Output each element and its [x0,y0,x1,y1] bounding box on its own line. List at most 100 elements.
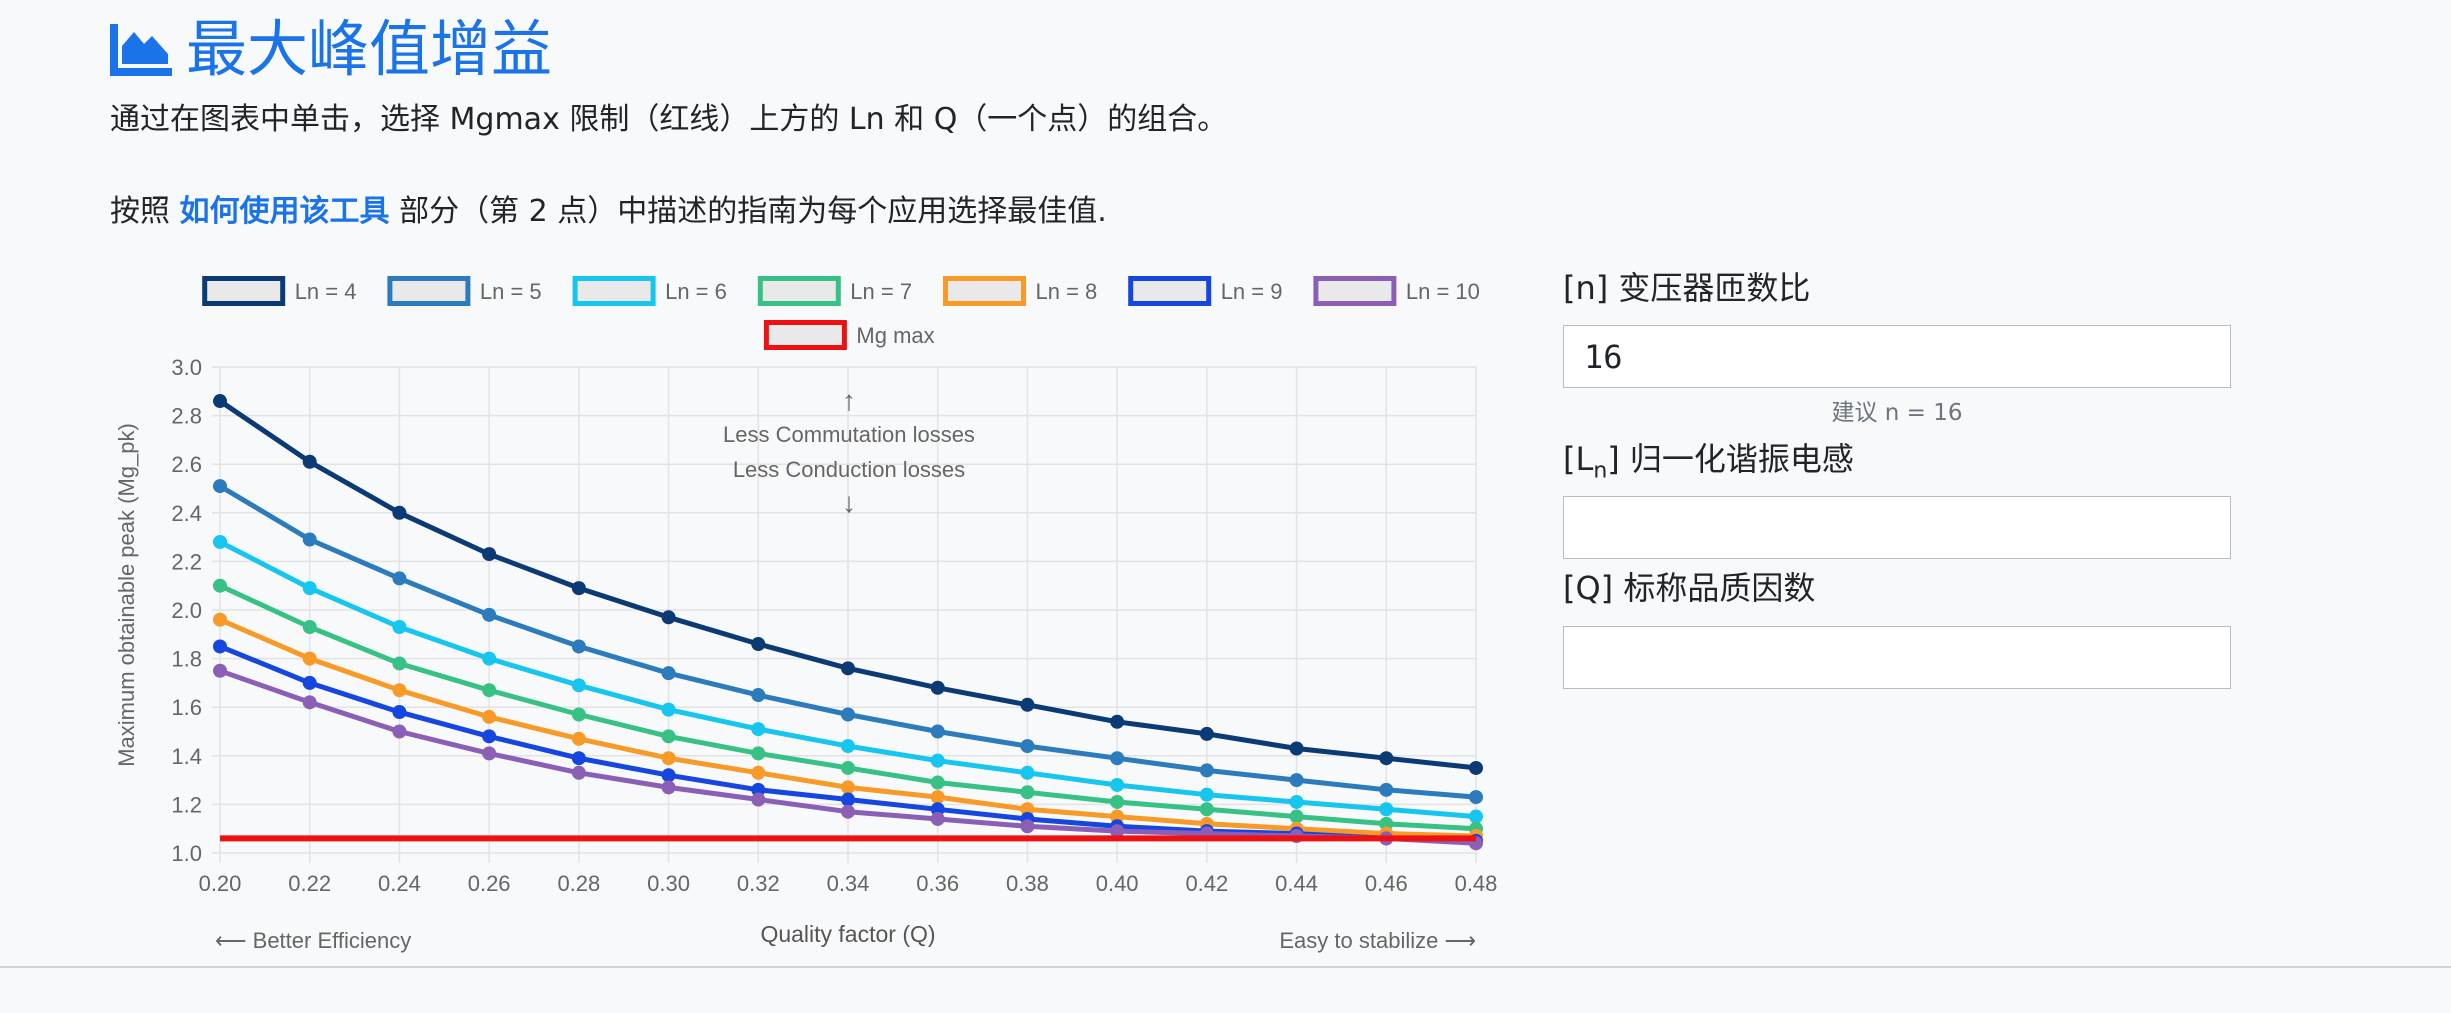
y-tick-label: 2.2 [171,549,202,574]
data-point [213,578,227,593]
data-point [1199,763,1214,778]
legend-label: Ln = 5 [480,279,542,304]
x-tick-label: 0.30 [647,871,690,896]
turns-ratio-label: [n] 变压器匝数比 [1563,269,1811,307]
data-point [482,651,497,666]
data-point [1289,809,1304,824]
legend-swatch [202,276,286,306]
legend-label: Ln = 9 [1221,279,1283,304]
data-point [482,729,497,744]
legend-item: Ln = 10 [1313,276,1480,306]
data-point [661,610,676,625]
x-tick-label: 0.24 [378,871,421,896]
y-axis-label: Maximum obtainable peak (Mg_pk) [114,423,139,767]
data-point [661,729,676,744]
legend-item: Ln = 6 [572,276,727,306]
y-tick-label: 1.0 [171,841,202,866]
x-tick-label: 0.26 [468,871,511,896]
data-point [482,547,497,562]
y-tick-label: 1.8 [171,647,202,672]
data-point [1020,785,1035,800]
data-point [751,722,766,737]
legend-label: Ln = 8 [1036,279,1098,304]
data-point [571,731,586,746]
data-point [930,802,945,817]
x-tick-label: 0.46 [1365,871,1408,896]
data-point [1020,739,1035,754]
data-point [1289,773,1304,788]
legend-item: Ln = 9 [1128,276,1283,306]
x-tick-label: 0.22 [288,871,331,896]
legend-item: Mg max [763,320,935,350]
data-point [1110,809,1125,824]
guide-prefix: 按照 [110,194,180,229]
data-point [661,751,676,766]
data-point [1110,714,1125,729]
data-point [213,612,227,627]
data-point [213,534,227,549]
data-point [302,620,317,635]
how-to-use-link[interactable]: 如何使用该工具 [179,194,390,229]
data-point [1289,741,1304,756]
data-point [1110,794,1125,809]
data-point [1199,787,1214,802]
area-chart-icon [110,24,172,76]
inductance-label: [Ln] 归一化谐振电感 [1563,437,1854,493]
data-point [482,709,497,724]
legend-swatch [1313,276,1397,306]
data-point [392,505,407,520]
legend-item: Ln = 4 [202,276,356,306]
legend-swatch [572,276,656,306]
data-point [392,571,407,586]
data-point [751,746,766,761]
data-point [1469,760,1483,775]
data-point [1110,751,1125,766]
data-point [930,724,945,739]
data-point [213,639,227,654]
data-point [1110,777,1125,792]
data-point [302,581,317,596]
x-tick-label: 0.38 [1006,871,1049,896]
data-point [392,656,407,671]
data-point [1199,802,1214,817]
page-title: 最大峰值增益 [110,8,552,92]
data-point [841,780,855,795]
data-point [661,702,676,717]
data-point [930,790,945,805]
data-point [841,707,855,722]
data-point [571,751,586,766]
legend-swatch [387,276,471,306]
data-point [482,607,497,622]
legend-label: Mg max [856,323,934,348]
data-point [841,792,855,807]
data-point [392,683,407,698]
guide-suffix: 部分（第 2 点）中描述的指南为每个应用选择最佳值. [389,194,1107,229]
data-point [392,724,407,739]
inductance-input[interactable] [1563,496,2231,559]
data-point [841,739,855,754]
y-tick-label: 3.0 [171,355,202,380]
peak-gain-chart[interactable]: Ln = 4 Ln = 5 Ln = 6 Ln = 7 Ln = 8 Ln = 9 Ln =… [100,262,1530,972]
annotation-commutation: Less Commutation losses [723,422,975,447]
data-point [1020,802,1035,817]
x-tick-label: 0.20 [199,871,242,896]
data-point [1379,802,1394,817]
data-point [751,792,766,807]
quality-factor-input[interactable] [1563,626,2231,689]
data-point [571,765,586,780]
legend-label: Ln = 7 [850,279,912,304]
data-point [571,639,586,654]
data-point [302,695,317,710]
data-point [1110,824,1125,839]
x-tick-label: 0.48 [1455,871,1498,896]
data-point [571,678,586,693]
turns-ratio-input[interactable] [1563,325,2231,388]
data-point [1379,816,1394,831]
data-point [571,581,586,596]
y-tick-label: 2.6 [171,452,202,477]
y-tick-label: 1.6 [171,695,202,720]
data-point [751,688,766,703]
annotation-down-arrow: ↓ [842,487,856,518]
x-tick-label: 0.42 [1185,871,1228,896]
y-tick-label: 1.2 [171,792,202,817]
